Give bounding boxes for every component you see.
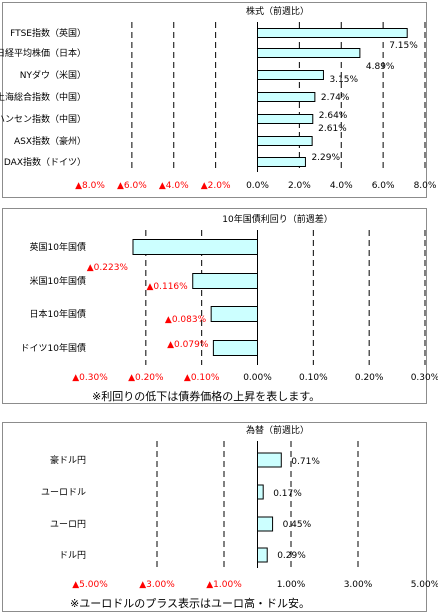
chart-0-bar xyxy=(257,136,313,146)
chart-0-bar xyxy=(257,28,408,38)
chart-2-bar xyxy=(257,484,264,500)
chart-0-category-label: ASX指数（豪州） xyxy=(14,135,86,147)
chart-2-category-label: 豪ドル円 xyxy=(50,454,86,466)
chart-0-category-label: 日経平均株価（日本） xyxy=(0,47,86,59)
chart-1-value-label: ▲0.223% xyxy=(87,263,129,273)
chart-0-value-label: 4.89% xyxy=(366,62,395,72)
chart-1-title: 10年国債利回り（前週差） xyxy=(222,213,332,225)
chart-0-tick-label: 8.0% xyxy=(414,181,437,191)
chart-2-bar xyxy=(257,452,282,468)
chart-1-category-label: 米国10年国債 xyxy=(30,275,86,287)
chart-2-value-label: 0.29% xyxy=(277,551,306,561)
chart-2-tick-label: 3.00% xyxy=(344,580,373,590)
chart-0-value-label: 2.74% xyxy=(321,93,350,103)
chart-1-tick-label: ▲0.30% xyxy=(72,373,108,383)
chart-2-tick-label: ▲1.00% xyxy=(206,580,242,590)
chart-2-title: 為替（前週比） xyxy=(246,424,309,436)
chart-0-tick-label: ▲6.0% xyxy=(117,181,147,191)
chart-2-tick-label: 5.00% xyxy=(411,580,438,590)
bond-note: ※利回りの低下は債券価格の上昇を表します。 xyxy=(92,390,321,403)
chart-1-tick-label: 0.00% xyxy=(243,373,272,383)
chart-2-tick-label: ▲3.00% xyxy=(139,580,175,590)
chart-2-category-label: ドル円 xyxy=(59,550,86,561)
chart-2-value-label: 0.71% xyxy=(291,457,320,467)
chart-2-tick-label: ▲5.00% xyxy=(72,580,108,590)
chart-0-bar xyxy=(257,92,316,102)
chart-0-value-label: 2.61% xyxy=(318,124,347,134)
chart-1-category-label: ドイツ10年国債 xyxy=(21,342,86,354)
chart-0-category-label: NYダウ（米国） xyxy=(20,69,86,81)
chart-1-bar xyxy=(192,273,259,289)
chart-1-tick-label: 0.20% xyxy=(355,373,384,383)
chart-2-bar xyxy=(257,516,274,532)
chart-0-tick-label: 2.0% xyxy=(288,181,311,191)
chart-0-tick-label: 6.0% xyxy=(372,181,395,191)
chart-2-tick-label: 1.00% xyxy=(277,580,306,590)
chart-0-category-label: 上海総合指数（中国） xyxy=(0,91,86,103)
chart-1-value-label: ▲0.079% xyxy=(167,340,209,350)
chart-0-bar xyxy=(257,48,361,58)
chart-2-value-label: 0.17% xyxy=(273,489,302,499)
fx-note: ※ユーロドルのプラス表示はユーロ高・ドル安。 xyxy=(70,597,310,610)
chart-2-category-label: ユーロ円 xyxy=(50,519,86,530)
chart-0-bar xyxy=(257,70,324,80)
fx-chart-frame xyxy=(2,422,427,612)
chart-1-category-label: 英国10年国債 xyxy=(30,241,86,253)
chart-2-value-label: 0.45% xyxy=(283,520,312,530)
chart-0-value-label: 2.64% xyxy=(319,111,348,121)
chart-1-tick-label: ▲0.20% xyxy=(128,373,164,383)
chart-2-category-label: ユーロドル xyxy=(41,488,86,498)
chart-0-value-label: 2.29% xyxy=(311,153,340,163)
chart-1-tick-label: ▲0.10% xyxy=(184,373,220,383)
chart-0-tick-label: ▲2.0% xyxy=(201,181,231,191)
chart-1-tick-label: 0.30% xyxy=(411,373,438,383)
chart-0-tick-label: 0.0% xyxy=(246,181,269,191)
chart-0-bar xyxy=(257,157,306,167)
chart-1-bar xyxy=(212,340,258,356)
chart-0-title: 株式（前週比） xyxy=(246,5,309,17)
chart-1-tick-label: 0.10% xyxy=(299,373,328,383)
chart-0-category-label: FTSE指数（英国） xyxy=(10,27,86,39)
chart-0-tick-label: 4.0% xyxy=(330,181,353,191)
chart-0-category-label: DAX指数（ドイツ） xyxy=(4,156,86,168)
chart-1-bar xyxy=(132,239,258,255)
chart-0-category-label: 香港ハンセン指数（中国） xyxy=(0,113,86,125)
chart-0-bar xyxy=(257,114,314,124)
chart-0-value-label: 7.15% xyxy=(389,41,418,51)
chart-0-tick-label: ▲8.0% xyxy=(75,181,105,191)
chart-1-category-label: 日本10年国債 xyxy=(30,308,86,320)
chart-1-value-label: ▲0.083% xyxy=(165,315,207,325)
chart-1-value-label: ▲0.116% xyxy=(146,282,188,292)
chart-2-bar xyxy=(257,547,268,563)
chart-0-value-label: 3.15% xyxy=(329,75,358,85)
chart-0-tick-label: ▲4.0% xyxy=(159,181,189,191)
chart-1-bar xyxy=(210,306,259,322)
